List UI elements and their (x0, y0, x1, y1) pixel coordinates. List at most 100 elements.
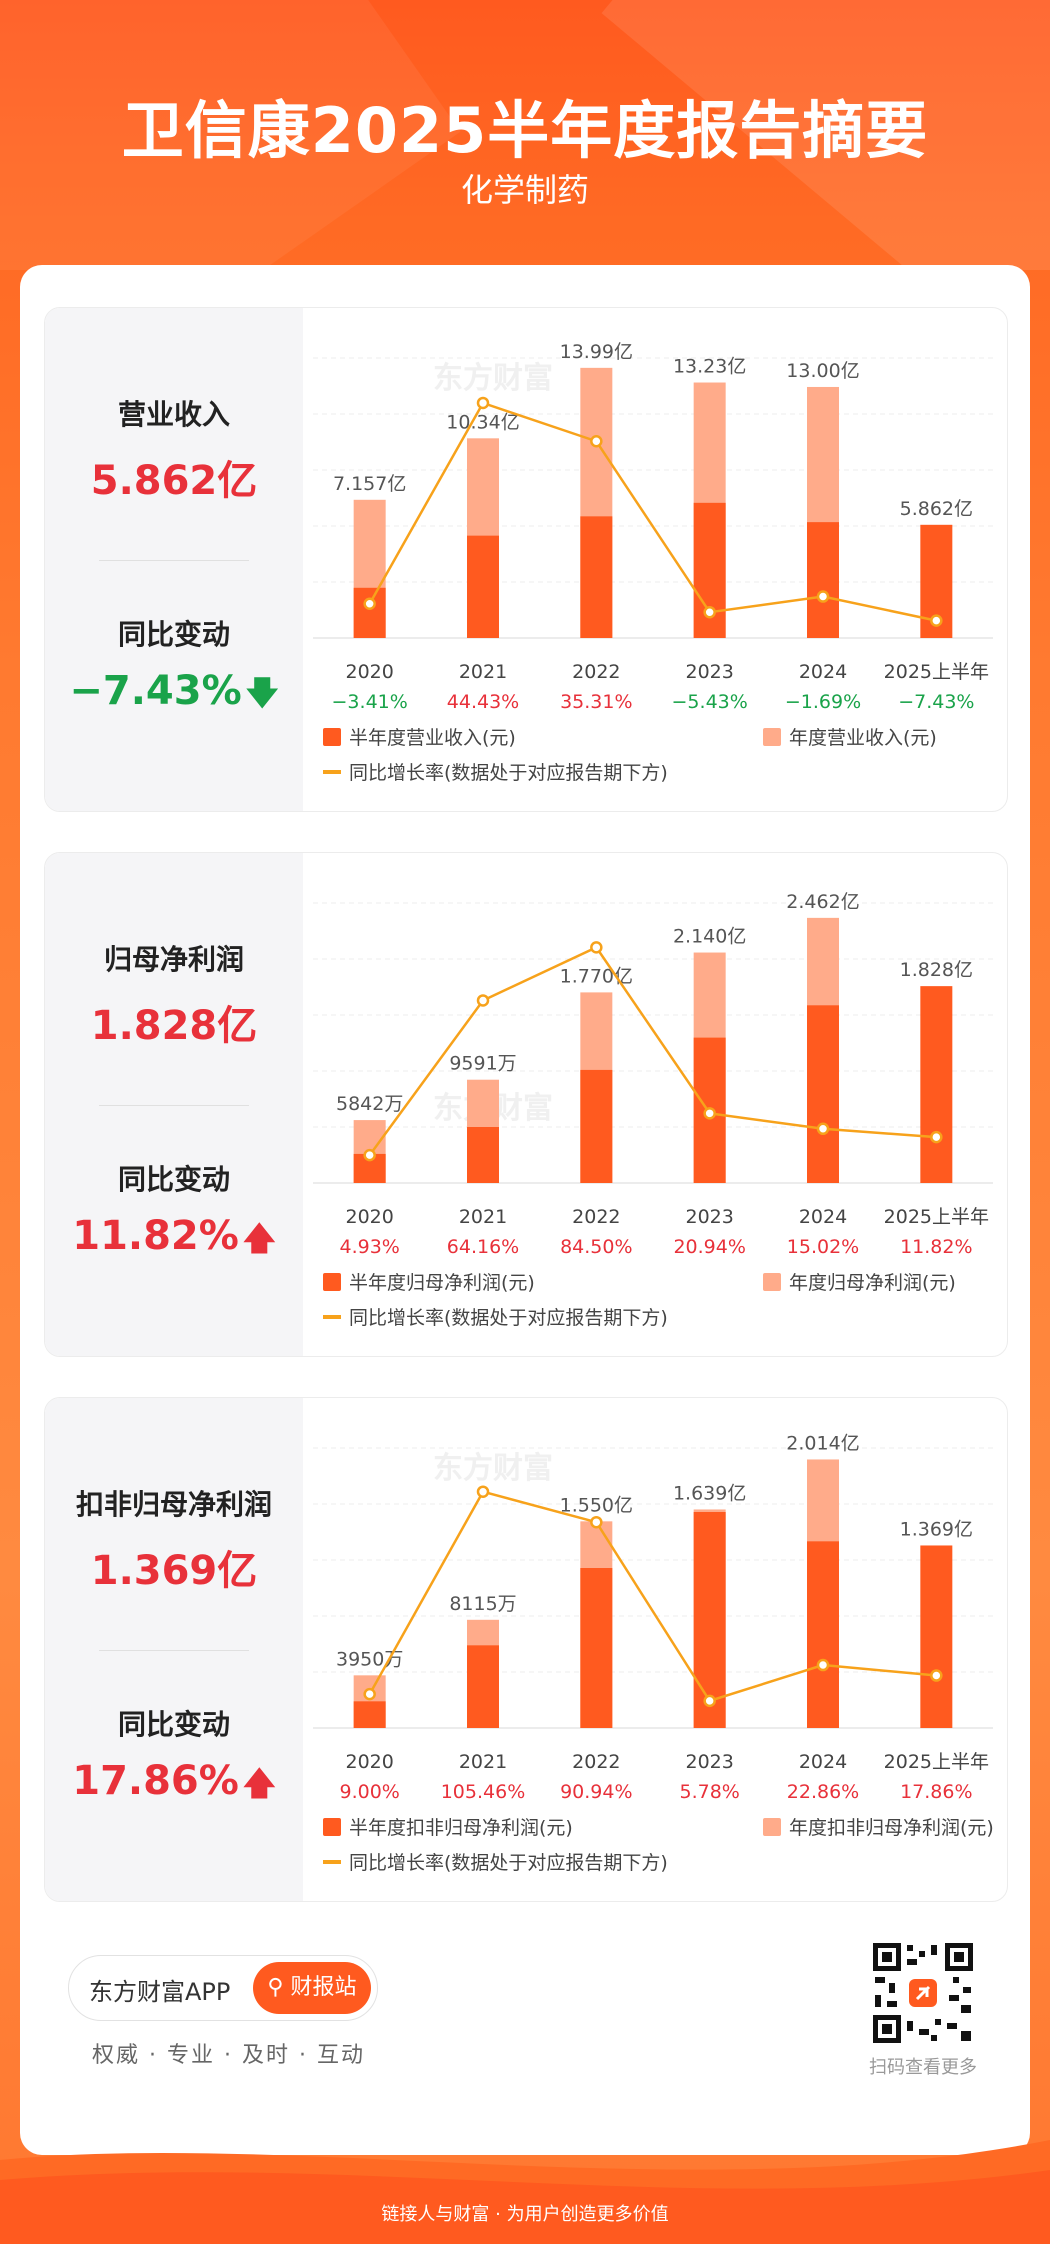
half-year-bar (467, 1645, 499, 1728)
category-label: 2022 (572, 1206, 620, 1228)
legend-swatch-half (323, 1818, 341, 1836)
growth-label: 84.50% (560, 1236, 632, 1258)
growth-point (930, 614, 943, 627)
category-label: 2023 (685, 661, 733, 683)
half-year-bar (467, 535, 499, 638)
category-label: 2022 (572, 1751, 620, 1773)
metric-value: 1.369亿 (90, 1548, 258, 1594)
growth-label: 5.78% (679, 1781, 739, 1803)
growth-point (703, 1107, 716, 1120)
qr-code[interactable] (873, 1943, 973, 2043)
qr-caption: 扫码查看更多 (869, 2057, 977, 2078)
bar-value-label: 8115万 (449, 1593, 516, 1615)
growth-point (590, 435, 603, 448)
metric-label: 归母净利润 (103, 943, 244, 976)
growth-point (476, 1485, 490, 1498)
bar-value-label: 2.462亿 (786, 891, 859, 913)
metric-label: 营业收入 (117, 398, 230, 431)
page-title: 卫信康2025半年度报告摘要 (121, 94, 929, 167)
growth-point (816, 1122, 830, 1136)
slogan: 权威 · 专业 · 及时 · 互动 (92, 2043, 365, 2068)
half-year-bar (807, 1541, 839, 1728)
legend-swatch-annual (763, 1273, 781, 1291)
category-label: 2025上半年 (884, 1751, 989, 1773)
growth-label: 11.82% (900, 1236, 972, 1258)
revenue-chart: 东方财富 7.157亿 2020 −3.41% 10.34亿 2021 44.43% 13.9… (313, 341, 993, 784)
bar-value-label: 2.014亿 (786, 1432, 859, 1454)
growth-label: −3.41% (332, 691, 408, 713)
legend-label: 年度营业收入(元) (789, 727, 937, 749)
growth-point (476, 994, 490, 1007)
half-year-bar (920, 1545, 953, 1728)
change-value: −7.43% 🡇 (45, 668, 303, 725)
report-card: 营业收入 5.862亿 同比变动 −7.43% 🡇 东方财富 7.157亿 2020 −… (20, 265, 1030, 2155)
legend-label: 年度扣非归母净利润(元) (789, 1817, 994, 1839)
half-year-bar (353, 1701, 386, 1728)
category-label: 2020 (345, 1206, 393, 1228)
legend-swatch-annual (763, 728, 781, 746)
bar-value-label: 13.99亿 (560, 341, 633, 363)
legend-label: 半年度归母净利润(元) (349, 1272, 535, 1294)
growth-point (703, 1694, 716, 1708)
bar-value-label: 1.369亿 (900, 1518, 973, 1540)
app-name: 东方财富APP (89, 1978, 231, 2006)
category-label: 2020 (345, 1751, 393, 1773)
growth-label: 64.16% (447, 1236, 519, 1258)
divider (99, 1650, 249, 1651)
bar-value-label: 2.140亿 (673, 926, 746, 948)
growth-point (590, 1515, 603, 1529)
bar-value-label: 1.550亿 (560, 1494, 633, 1516)
bar-value-label: 10.34亿 (446, 411, 519, 433)
growth-label: 17.86% (900, 1781, 972, 1803)
legend-label: 同比增长率(数据处于对应报告期下方) (349, 1852, 668, 1874)
bar-value-label: 13.23亿 (673, 356, 746, 378)
growth-line (368, 1490, 937, 1703)
growth-point (816, 1658, 830, 1672)
half-year-bar (807, 1005, 839, 1183)
arrow-up-icon: 🡅 (242, 1219, 276, 1257)
arrow-down-icon: 🡇 (245, 674, 279, 712)
legend-swatch-half (323, 1273, 341, 1291)
change-label: 同比变动 (117, 1708, 230, 1741)
growth-label: 22.86% (787, 1781, 859, 1803)
growth-line (368, 401, 937, 622)
metric-value: 5.862亿 (90, 458, 258, 504)
growth-point (476, 396, 490, 410)
half-year-bar (807, 522, 839, 638)
legend-label: 半年度扣非归母净利润(元) (349, 1817, 573, 1839)
legend-label: 同比增长率(数据处于对应报告期下方) (349, 1307, 668, 1329)
bottom-wave (0, 2140, 1050, 2244)
metric-label: 扣非归母净利润 (75, 1488, 272, 1521)
category-label: 2021 (459, 1751, 507, 1773)
metric-panel: 归母净利润 1.828亿 同比变动 11.82% 🡅 (45, 853, 303, 1356)
watermark: 东方财富 (433, 1451, 553, 1486)
bar-value-label: 1.770亿 (560, 965, 633, 987)
section-revenue: 营业收入 5.862亿 同比变动 −7.43% 🡇 东方财富 7.157亿 2020−… (44, 307, 1008, 812)
bar-value-label: 1.828亿 (900, 959, 973, 981)
bar-value-label: 5.862亿 (900, 498, 973, 520)
section-net-profit: 归母净利润 1.828亿 同比变动 11.82%🡅 东方财富5842万20204… (44, 852, 1008, 1357)
divider (99, 560, 249, 561)
metric-value: 1.828亿 (90, 1003, 258, 1049)
page-subtitle: 化学制药 (460, 171, 589, 209)
section-deducted-profit: 扣非归母净利润 1.369亿 同比变动 17.86% 🡅 东方财富 3950万 202… (44, 1397, 1008, 1902)
search-icon: ⚲ (267, 1975, 284, 2000)
bar-value-label: 7.157亿 (333, 473, 406, 495)
half-year-bar (580, 516, 613, 638)
growth-point (930, 1130, 943, 1144)
growth-label: 4.93% (339, 1236, 399, 1258)
legend-swatch-half (323, 728, 341, 746)
arrow-up-icon: 🡅 (242, 1764, 276, 1802)
category-label: 2021 (459, 1206, 507, 1228)
change-value: 11.82% 🡅 (45, 1213, 303, 1270)
change-label: 同比变动 (117, 618, 230, 651)
bar-value-label: 1.639亿 (673, 1482, 746, 1504)
category-label: 2025上半年 (884, 1206, 989, 1228)
growth-point (363, 597, 376, 610)
app-badge[interactable]: 东方财富APP ⚲ 财报站 (68, 1955, 378, 2021)
category-label: 2023 (685, 1751, 733, 1773)
growth-label: 105.46% (441, 1781, 526, 1803)
report-station-button[interactable]: ⚲ 财报站 (253, 1962, 371, 2014)
category-label: 2024 (799, 1206, 847, 1228)
growth-line (368, 945, 937, 1156)
